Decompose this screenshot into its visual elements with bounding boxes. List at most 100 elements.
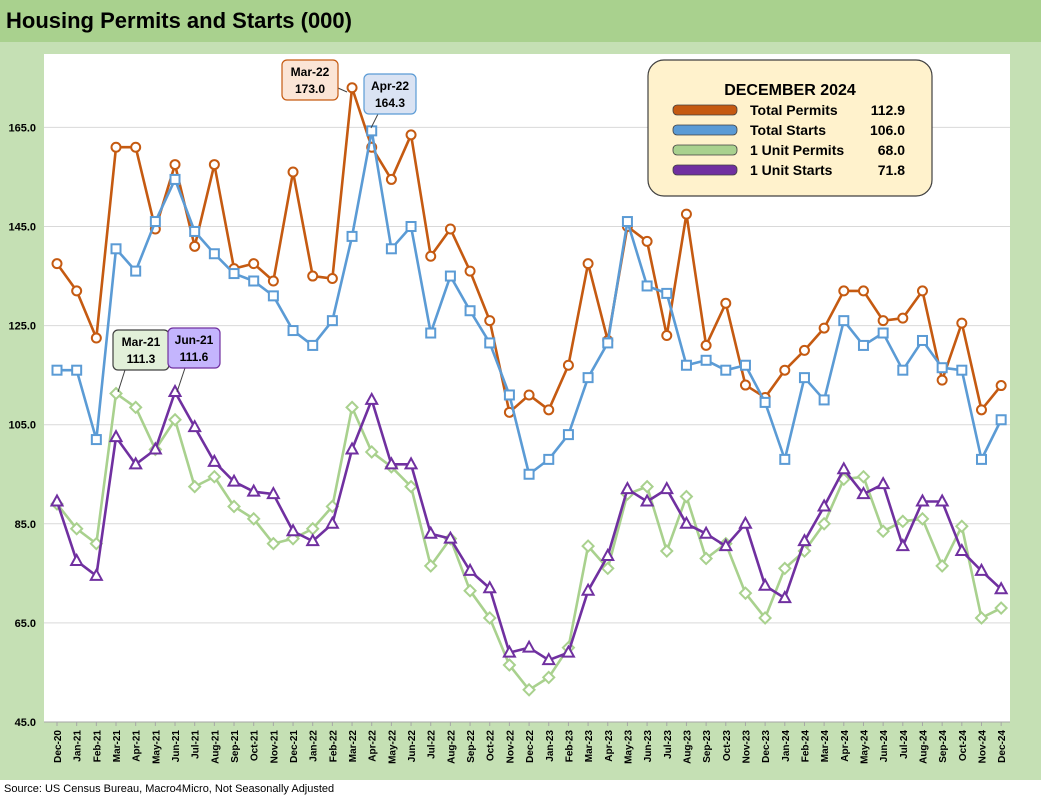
callout-date: Mar-21 (122, 335, 161, 349)
data-point (521, 639, 537, 653)
data-point (720, 364, 732, 376)
data-point (128, 400, 143, 415)
data-point (523, 389, 535, 401)
x-tick-label: May-23 (623, 730, 634, 764)
x-tick-label: Oct-21 (250, 730, 261, 762)
x-tick-label: Nov-23 (741, 730, 752, 764)
data-point (248, 258, 260, 270)
data-point (757, 577, 773, 591)
data-point (149, 216, 161, 228)
data-point (71, 285, 83, 297)
data-point (582, 372, 594, 384)
data-point (287, 325, 299, 337)
data-point (700, 354, 712, 366)
x-tick-label: Sep-23 (702, 730, 713, 763)
x-tick-label: Jun-24 (879, 730, 890, 763)
callouts: Mar-22 173.0 Apr-22 164.3 Mar-21 111.3 Jun-21 1… (112, 59, 417, 393)
x-tick-label: Feb-24 (800, 730, 811, 763)
legend-swatch (672, 124, 738, 136)
data-point (248, 275, 260, 287)
data-point (403, 456, 419, 470)
data-point (482, 611, 497, 625)
data-point (641, 280, 653, 292)
data-point (836, 461, 851, 475)
legend-background (647, 59, 933, 197)
legend-value: 71.8 (878, 162, 905, 178)
data-point (522, 682, 536, 697)
data-point (443, 530, 458, 544)
data-point (897, 364, 909, 376)
data-point (580, 582, 596, 596)
data-point (856, 469, 871, 484)
data-point (680, 208, 692, 220)
x-tick-label: May-24 (859, 730, 870, 764)
x-tick-label: Jul-24 (899, 730, 910, 759)
legend-entry: Total Starts 106.0 (672, 122, 905, 138)
data-point (936, 362, 948, 374)
source-note: Source: US Census Bureau, Macro4Micro, N… (4, 783, 335, 795)
data-point (975, 453, 987, 465)
data-point (915, 493, 930, 507)
data-point (659, 544, 674, 558)
x-tick-label: Aug-22 (446, 730, 457, 764)
data-point (482, 580, 497, 594)
data-point (285, 523, 301, 537)
data-point (130, 265, 142, 277)
x-tick-label: Nov-24 (977, 730, 988, 764)
data-point (404, 479, 418, 494)
x-tick-label: Aug-21 (210, 730, 221, 764)
data-point (325, 515, 340, 529)
data-point (384, 456, 399, 470)
data-point (798, 372, 810, 384)
x-tick-label: Feb-21 (92, 730, 103, 763)
data-point (326, 273, 338, 285)
x-tick-label: Apr-23 (604, 730, 615, 762)
data-point (385, 173, 397, 185)
legend-swatch (672, 104, 738, 116)
callout-value: 111.6 (180, 350, 209, 364)
data-point (69, 521, 84, 536)
data-point (523, 468, 535, 480)
data-point (503, 389, 515, 401)
data-point (975, 404, 987, 416)
data-point (49, 493, 65, 507)
callout-mar-21: Mar-21 111.3 (112, 329, 170, 393)
data-point (956, 317, 968, 329)
series-1-unit-permits (50, 386, 1009, 697)
data-point (364, 445, 379, 459)
x-tick-label: Jan-22 (309, 730, 320, 762)
callout-value: 173.0 (295, 82, 325, 96)
callout-box (363, 73, 417, 115)
data-point (346, 82, 358, 94)
data-point (838, 315, 850, 327)
x-tick-label: Dec-21 (289, 730, 300, 763)
data-point (464, 265, 476, 277)
data-point (659, 481, 674, 495)
callout-leader (337, 87, 348, 93)
callout-box (167, 327, 221, 369)
data-point (208, 248, 220, 260)
data-point (562, 429, 574, 441)
data-point (857, 285, 869, 297)
callout-value: 111.3 (127, 352, 156, 366)
data-point (208, 159, 220, 171)
legend-title: DECEMBER 2024 (724, 82, 856, 99)
x-tick-label: Jun-23 (643, 730, 654, 763)
data-point (916, 285, 928, 297)
data-point (797, 533, 812, 547)
data-point (484, 315, 496, 327)
data-point (818, 322, 830, 334)
data-point (207, 453, 222, 467)
data-point (620, 481, 635, 495)
data-point (51, 364, 63, 376)
callout-mar-22: Mar-22 173.0 (281, 59, 348, 101)
x-tick-label: Mar-21 (112, 730, 123, 763)
callout-value: 164.3 (375, 96, 405, 110)
data-point (148, 441, 163, 455)
data-point (207, 469, 222, 484)
callout-date: Apr-22 (371, 79, 409, 93)
y-tick-label: 125.0 (8, 321, 36, 333)
callout-date: Mar-22 (291, 65, 330, 79)
data-point (602, 337, 614, 349)
